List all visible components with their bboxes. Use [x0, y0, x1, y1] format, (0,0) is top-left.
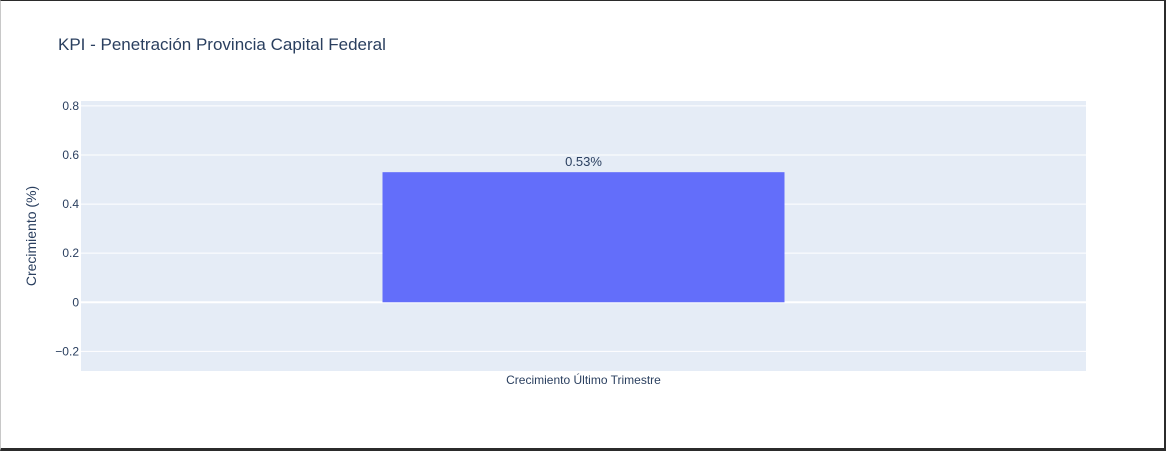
x-axis-ticks: Crecimiento Último Trimestre: [506, 372, 661, 387]
x-tick-label: Crecimiento Último Trimestre: [506, 372, 661, 387]
y-axis-ticks: −0.2 0 0.2 0.4 0.6 0.8: [55, 99, 79, 358]
y-tick-label: −0.2: [55, 344, 79, 358]
bar-data-label: 0.53%: [565, 154, 602, 169]
y-tick-label: 0.8: [62, 99, 79, 113]
bars: [382, 172, 785, 303]
bar[interactable]: [382, 172, 785, 303]
y-tick-label: 0: [72, 295, 79, 309]
y-tick-label: 0.2: [62, 246, 79, 260]
y-tick-label: 0.4: [62, 197, 79, 211]
y-tick-label: 0.6: [62, 148, 79, 162]
chart-title: KPI - Penetración Provincia Capital Fede…: [58, 35, 386, 54]
bar-labels: 0.53%: [565, 154, 602, 169]
y-axis-title: Crecimiento (%): [23, 186, 39, 286]
